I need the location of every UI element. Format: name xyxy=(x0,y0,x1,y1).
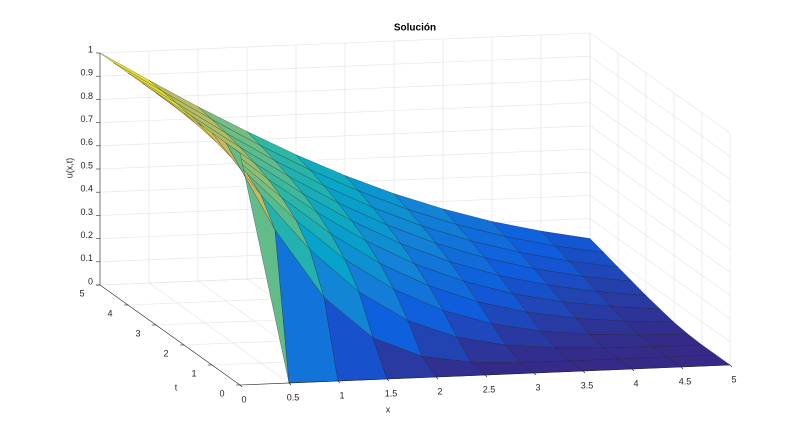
x-tick-label: 0.5 xyxy=(287,392,300,402)
grid-line xyxy=(589,195,731,296)
grid-line xyxy=(99,148,591,170)
y-tick-label: 1 xyxy=(191,368,196,378)
grid-line xyxy=(589,171,731,273)
z-axis-label: u(x,t) xyxy=(64,158,74,179)
y-axis xyxy=(99,284,241,386)
x-tick-label: 0 xyxy=(241,394,246,404)
x-tick xyxy=(729,364,733,368)
z-tick-label: 0.1 xyxy=(80,253,93,263)
grid-line xyxy=(589,79,731,180)
z-tick-label: 0.8 xyxy=(80,91,93,101)
x-tick xyxy=(386,378,390,382)
x-tick xyxy=(484,374,488,378)
x-tick xyxy=(582,370,586,374)
x-tick-label: 2 xyxy=(437,386,442,396)
x-tick xyxy=(680,366,684,370)
x-tick xyxy=(288,382,292,386)
y-tick-label: 5 xyxy=(79,288,84,298)
z-tick-label: 0.6 xyxy=(80,137,93,147)
y-tick-label: 2 xyxy=(163,348,168,358)
grid-line xyxy=(589,102,731,203)
grid-line xyxy=(99,55,591,77)
x-tick xyxy=(239,384,243,388)
grid-line xyxy=(589,218,731,319)
z-tick-label: 0 xyxy=(88,276,93,286)
x-tick xyxy=(337,380,341,384)
grid-line xyxy=(148,282,290,384)
x-tick xyxy=(435,376,439,380)
y-axis-label: t xyxy=(175,382,178,392)
z-tick-label: 0.7 xyxy=(80,114,93,124)
x-axis-label: x xyxy=(386,404,391,414)
grid-line xyxy=(589,55,731,157)
x-tick xyxy=(533,372,537,376)
grid-line xyxy=(99,79,591,100)
grid-line xyxy=(589,32,731,134)
grid-line xyxy=(589,148,731,250)
z-tick-label: 1 xyxy=(88,44,93,54)
x-tick-label: 2.5 xyxy=(483,384,496,394)
grid-line xyxy=(99,125,591,147)
x-tick xyxy=(631,368,635,372)
grid-line xyxy=(589,241,731,343)
x-tick-label: 1.5 xyxy=(385,388,398,398)
grid-line xyxy=(99,102,591,123)
x-tick-label: 1 xyxy=(339,390,344,400)
x-tick-label: 3 xyxy=(535,382,540,392)
z-tick-label: 0.2 xyxy=(80,230,93,240)
z-tick-label: 0.5 xyxy=(80,160,93,170)
x-tick-label: 5 xyxy=(731,374,736,384)
z-tick-label: 0.3 xyxy=(80,207,93,217)
y-tick-label: 0 xyxy=(219,388,224,398)
z-tick-label: 0.4 xyxy=(80,184,93,194)
y-tick-label: 3 xyxy=(135,328,140,338)
x-tick-label: 4.5 xyxy=(679,376,692,386)
z-tick-label: 0.9 xyxy=(80,68,93,78)
grid-line xyxy=(589,125,731,227)
chart-title: Solución xyxy=(394,23,436,34)
y-tick-label: 4 xyxy=(107,308,112,318)
grid-line xyxy=(99,32,591,54)
x-tick-label: 4 xyxy=(633,378,638,388)
x-tick-label: 3.5 xyxy=(581,380,594,390)
